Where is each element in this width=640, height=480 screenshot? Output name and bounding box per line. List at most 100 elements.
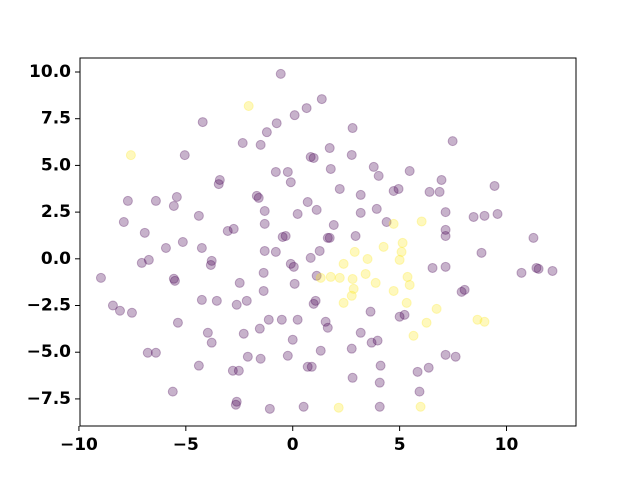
point [322,232,333,243]
point [271,118,282,129]
point [388,285,399,296]
point [254,323,265,334]
point [338,297,349,308]
point [150,347,161,358]
point [302,361,313,372]
point [255,353,266,364]
point [479,316,490,327]
point [202,327,213,338]
point [270,246,281,257]
point [440,207,451,218]
point [401,297,412,308]
point [374,401,385,412]
point [416,216,427,227]
point [436,174,447,185]
point [196,242,207,253]
point [373,170,384,181]
point [374,377,385,388]
point [242,351,253,362]
y-tick-label: 0.0 [41,249,71,269]
point [328,220,339,231]
point [415,401,426,412]
point [476,247,487,258]
point [231,396,242,407]
point [308,298,319,309]
point [306,361,317,372]
point [414,386,425,397]
point [282,350,293,361]
y-tick-label: 10.0 [29,62,71,82]
point [355,207,366,218]
point [516,267,527,278]
point [275,68,286,79]
point [263,314,274,325]
point [412,366,423,377]
point [193,360,204,371]
point [347,372,358,383]
point [107,300,118,311]
y-tick-label: −2.5 [27,296,71,316]
point [394,254,405,265]
point [394,311,405,322]
point [305,252,316,263]
point [179,150,190,161]
point [142,347,153,358]
point [399,309,410,320]
point [450,351,461,362]
point [231,299,242,310]
point [325,163,336,174]
x-tick-label: −10 [60,435,98,455]
point [528,232,539,243]
point [346,290,357,301]
point [289,110,300,121]
point [259,205,270,216]
point [311,204,322,215]
point [362,253,373,264]
point [288,261,299,272]
point [234,277,245,288]
point [440,224,451,235]
point [227,365,238,376]
point [168,273,179,284]
point [280,231,291,242]
point [160,242,171,253]
point [402,271,413,282]
point [228,223,239,234]
point [276,314,287,325]
point [282,166,293,177]
point [251,190,262,201]
point [206,255,217,266]
y-tick-label: 7.5 [41,109,71,129]
y-tick-label: 2.5 [41,202,71,222]
point [125,150,136,161]
point [378,241,389,252]
point [213,179,224,190]
point [259,245,270,256]
point [308,152,319,163]
point [298,401,309,412]
point [531,262,542,273]
point [258,267,269,278]
point [348,283,359,294]
point [171,191,182,202]
point [424,186,435,197]
point [114,305,125,316]
point [349,246,360,257]
point [196,294,207,305]
point [468,211,479,222]
point [388,218,399,229]
point [292,208,303,219]
point [355,327,366,338]
point [259,218,270,229]
y-tick-label: −7.5 [27,389,71,409]
point [366,337,377,348]
point [459,284,470,295]
point [346,343,357,354]
point [292,314,303,325]
point [316,94,327,105]
point [172,317,183,328]
point [237,137,248,148]
point [258,285,269,296]
point [350,231,361,242]
